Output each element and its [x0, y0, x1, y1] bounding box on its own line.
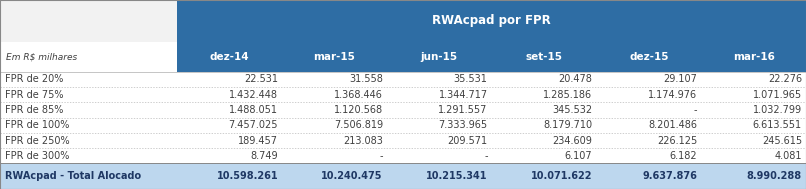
Text: 1.368.446: 1.368.446 — [334, 90, 383, 100]
Text: mar-16: mar-16 — [733, 52, 775, 62]
Bar — [0, 118, 806, 133]
Text: -: - — [694, 105, 697, 115]
Text: 1.432.448: 1.432.448 — [229, 90, 278, 100]
Text: 8.179.710: 8.179.710 — [543, 120, 592, 130]
Text: 245.615: 245.615 — [762, 136, 802, 146]
Text: 7.457.025: 7.457.025 — [229, 120, 278, 130]
Bar — [0, 0, 177, 42]
Text: RWAcpad por FPR: RWAcpad por FPR — [432, 14, 551, 27]
Bar — [0, 87, 806, 102]
Text: 22.276: 22.276 — [768, 74, 802, 84]
Text: FPR de 75%: FPR de 75% — [5, 90, 64, 100]
Text: 1.174.976: 1.174.976 — [648, 90, 697, 100]
Text: FPR de 250%: FPR de 250% — [5, 136, 69, 146]
Text: FPR de 85%: FPR de 85% — [5, 105, 63, 115]
Bar — [387, 42, 492, 72]
Bar — [492, 42, 596, 72]
Text: 1.120.568: 1.120.568 — [334, 105, 383, 115]
Bar — [0, 42, 177, 72]
Text: 10.598.261: 10.598.261 — [217, 171, 278, 181]
Text: Em R$ milhares: Em R$ milhares — [6, 52, 77, 61]
Bar — [0, 72, 806, 87]
Bar — [0, 133, 806, 148]
Text: 1.071.965: 1.071.965 — [753, 90, 802, 100]
Text: 20.478: 20.478 — [559, 74, 592, 84]
Bar — [701, 42, 806, 72]
Text: 6.182: 6.182 — [670, 151, 697, 161]
Text: 9.637.876: 9.637.876 — [642, 171, 697, 181]
Bar — [177, 0, 806, 42]
Text: 1.285.186: 1.285.186 — [543, 90, 592, 100]
Text: 1.032.799: 1.032.799 — [753, 105, 802, 115]
Text: FPR de 300%: FPR de 300% — [5, 151, 69, 161]
Text: 7.333.965: 7.333.965 — [438, 120, 488, 130]
Text: 10.071.622: 10.071.622 — [531, 171, 592, 181]
Text: 345.532: 345.532 — [552, 105, 592, 115]
Text: 6.613.551: 6.613.551 — [753, 120, 802, 130]
Text: 29.107: 29.107 — [663, 74, 697, 84]
Text: 31.558: 31.558 — [349, 74, 383, 84]
Text: 8.990.288: 8.990.288 — [747, 171, 802, 181]
Text: 1.488.051: 1.488.051 — [229, 105, 278, 115]
Text: -: - — [484, 151, 488, 161]
Bar — [596, 42, 701, 72]
Text: mar-15: mar-15 — [314, 52, 355, 62]
Text: 7.506.819: 7.506.819 — [334, 120, 383, 130]
Text: 6.107: 6.107 — [565, 151, 592, 161]
Text: dez-14: dez-14 — [210, 52, 250, 62]
Text: 8.749: 8.749 — [251, 151, 278, 161]
Text: FPR de 100%: FPR de 100% — [5, 120, 69, 130]
Text: 8.201.486: 8.201.486 — [648, 120, 697, 130]
Text: 209.571: 209.571 — [447, 136, 488, 146]
Text: FPR de 20%: FPR de 20% — [5, 74, 63, 84]
Text: 1.291.557: 1.291.557 — [438, 105, 488, 115]
Text: -: - — [380, 151, 383, 161]
Text: 10.215.341: 10.215.341 — [426, 171, 488, 181]
Bar — [0, 163, 806, 189]
Text: 22.531: 22.531 — [244, 74, 278, 84]
Text: 4.081: 4.081 — [775, 151, 802, 161]
Bar — [177, 42, 282, 72]
Bar — [282, 42, 387, 72]
Text: jun-15: jun-15 — [421, 52, 458, 62]
Text: 1.344.717: 1.344.717 — [438, 90, 488, 100]
Text: 234.609: 234.609 — [553, 136, 592, 146]
Text: RWAcpad - Total Alocado: RWAcpad - Total Alocado — [5, 171, 141, 181]
Text: 35.531: 35.531 — [454, 74, 488, 84]
Text: set-15: set-15 — [526, 52, 563, 62]
Bar — [0, 102, 806, 118]
Text: 226.125: 226.125 — [657, 136, 697, 146]
Text: dez-15: dez-15 — [629, 52, 669, 62]
Text: 10.240.475: 10.240.475 — [322, 171, 383, 181]
Text: 189.457: 189.457 — [238, 136, 278, 146]
Text: 213.083: 213.083 — [343, 136, 383, 146]
Bar — [0, 148, 806, 163]
